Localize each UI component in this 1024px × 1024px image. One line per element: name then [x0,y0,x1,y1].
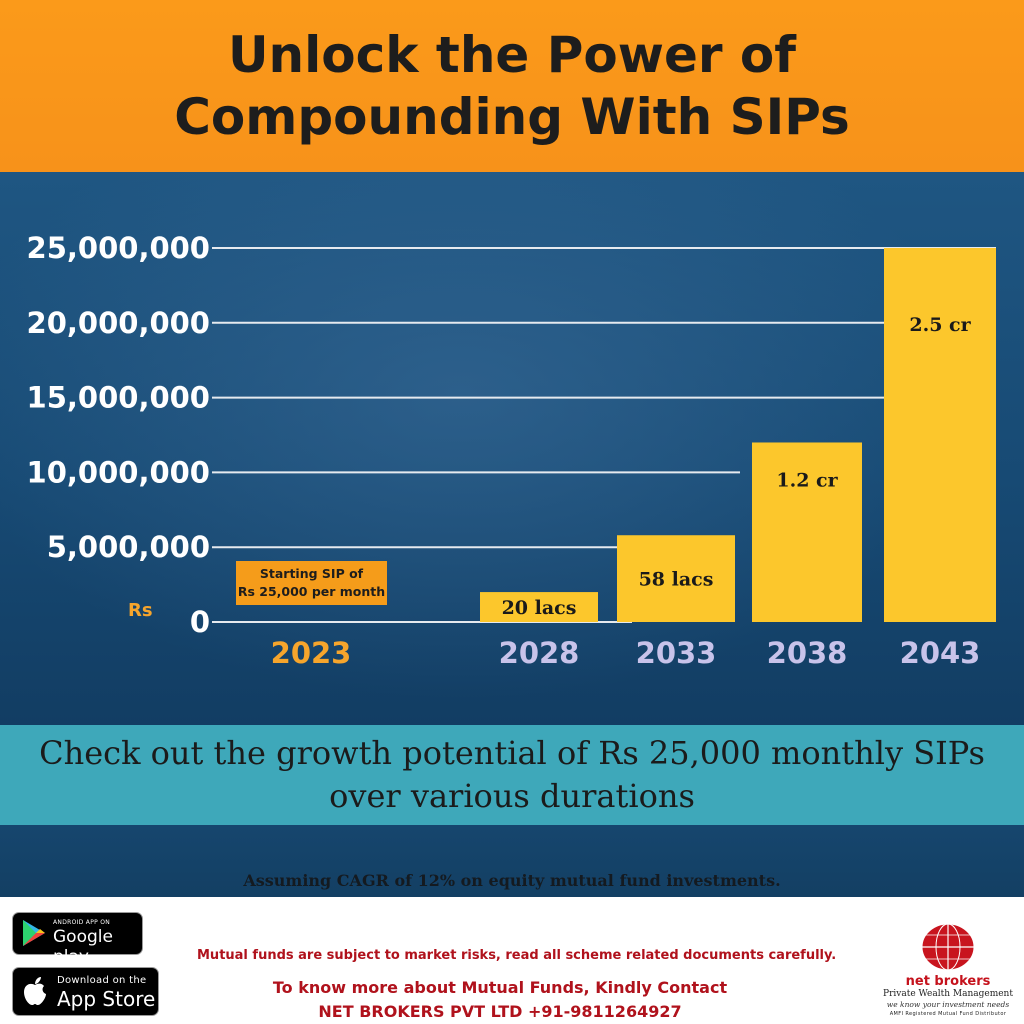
bar-value-label: 2.5 cr [909,314,971,336]
growth-banner: Check out the growth potential of Rs 25,… [0,725,1024,825]
contact-line-2: NET BROKERS PVT LTD +91-9811264927 [318,1002,682,1021]
logo-amfi-note: AMFI Registered Mutual Fund Distributor [889,1011,1007,1017]
x-tick-label: 2043 [900,636,981,670]
assumption-band [0,825,1024,897]
google-play-badge[interactable]: ANDROID APP ON Google play [12,912,143,967]
app-store-badge[interactable]: Download on the App Store [12,967,159,1016]
logo-name: net brokers [905,974,991,989]
google-play-small-text: ANDROID APP ON [53,919,111,926]
y-tick-label: 20,000,000 [27,306,210,340]
growth-banner-text: Check out the growth potential of Rs 25,… [39,734,985,815]
header-banner: Unlock the Power of Compounding With SIP… [0,0,1024,172]
bar [884,248,996,622]
x-tick-label: 2028 [499,636,580,670]
google-play-big-text: Google play [53,927,113,967]
logo-subtitle: Private Wealth Management [883,989,1013,999]
apple-icon [24,977,46,1005]
net-brokers-logo: net brokers Private Wealth Management we… [878,922,1018,1017]
annotation-line-2: Rs 25,000 per month [237,584,386,599]
contact-info: To know more about Mutual Funds, Kindly … [200,976,800,1024]
bar-value-label: 1.2 cr [776,469,838,491]
footer: ANDROID APP ON Google play Download on t… [0,897,1024,1024]
starting-sip-annotation: Starting SIP of Rs 25,000 per month [236,561,387,605]
x-tick-label: 2038 [767,636,848,670]
y-tick-label: 10,000,000 [27,455,210,489]
y-tick-label: 15,000,000 [27,381,210,415]
chart-panel: 0 5,000,000 10,000,000 15,000,000 20,000,000… [0,172,1024,725]
y-axis-unit-label: Rs [128,600,153,621]
bar-value-label: 20 lacs [502,597,577,619]
globe-logo-icon [921,923,975,971]
assumption-note: Assuming CAGR of 12% on equity mutual fu… [243,871,781,890]
bar [480,592,598,622]
bar [617,535,735,622]
page-title: Unlock the Power of Compounding With SIP… [174,26,850,146]
y-tick-label: 0 [190,605,210,639]
y-tick-label: 5,000,000 [47,530,210,564]
app-store-big-text: App Store [57,987,156,1011]
logo-tagline: we know your investment needs [886,1000,1010,1009]
contact-line-1: To know more about Mutual Funds, Kindly … [272,978,728,997]
google-play-icon [23,920,45,946]
risk-disclaimer: Mutual funds are subject to market risks… [197,948,837,963]
bar-value-label: 58 lacs [639,569,714,591]
bar [752,442,862,622]
x-tick-label: 2033 [636,636,717,670]
bar-chart: 0 5,000,000 10,000,000 15,000,000 20,000,000… [27,231,996,670]
y-tick-label: 25,000,000 [27,231,210,265]
x-tick-label: 2023 [271,636,352,670]
app-store-small-text: Download on the [57,975,147,986]
annotation-line-1: Starting SIP of [259,566,364,581]
